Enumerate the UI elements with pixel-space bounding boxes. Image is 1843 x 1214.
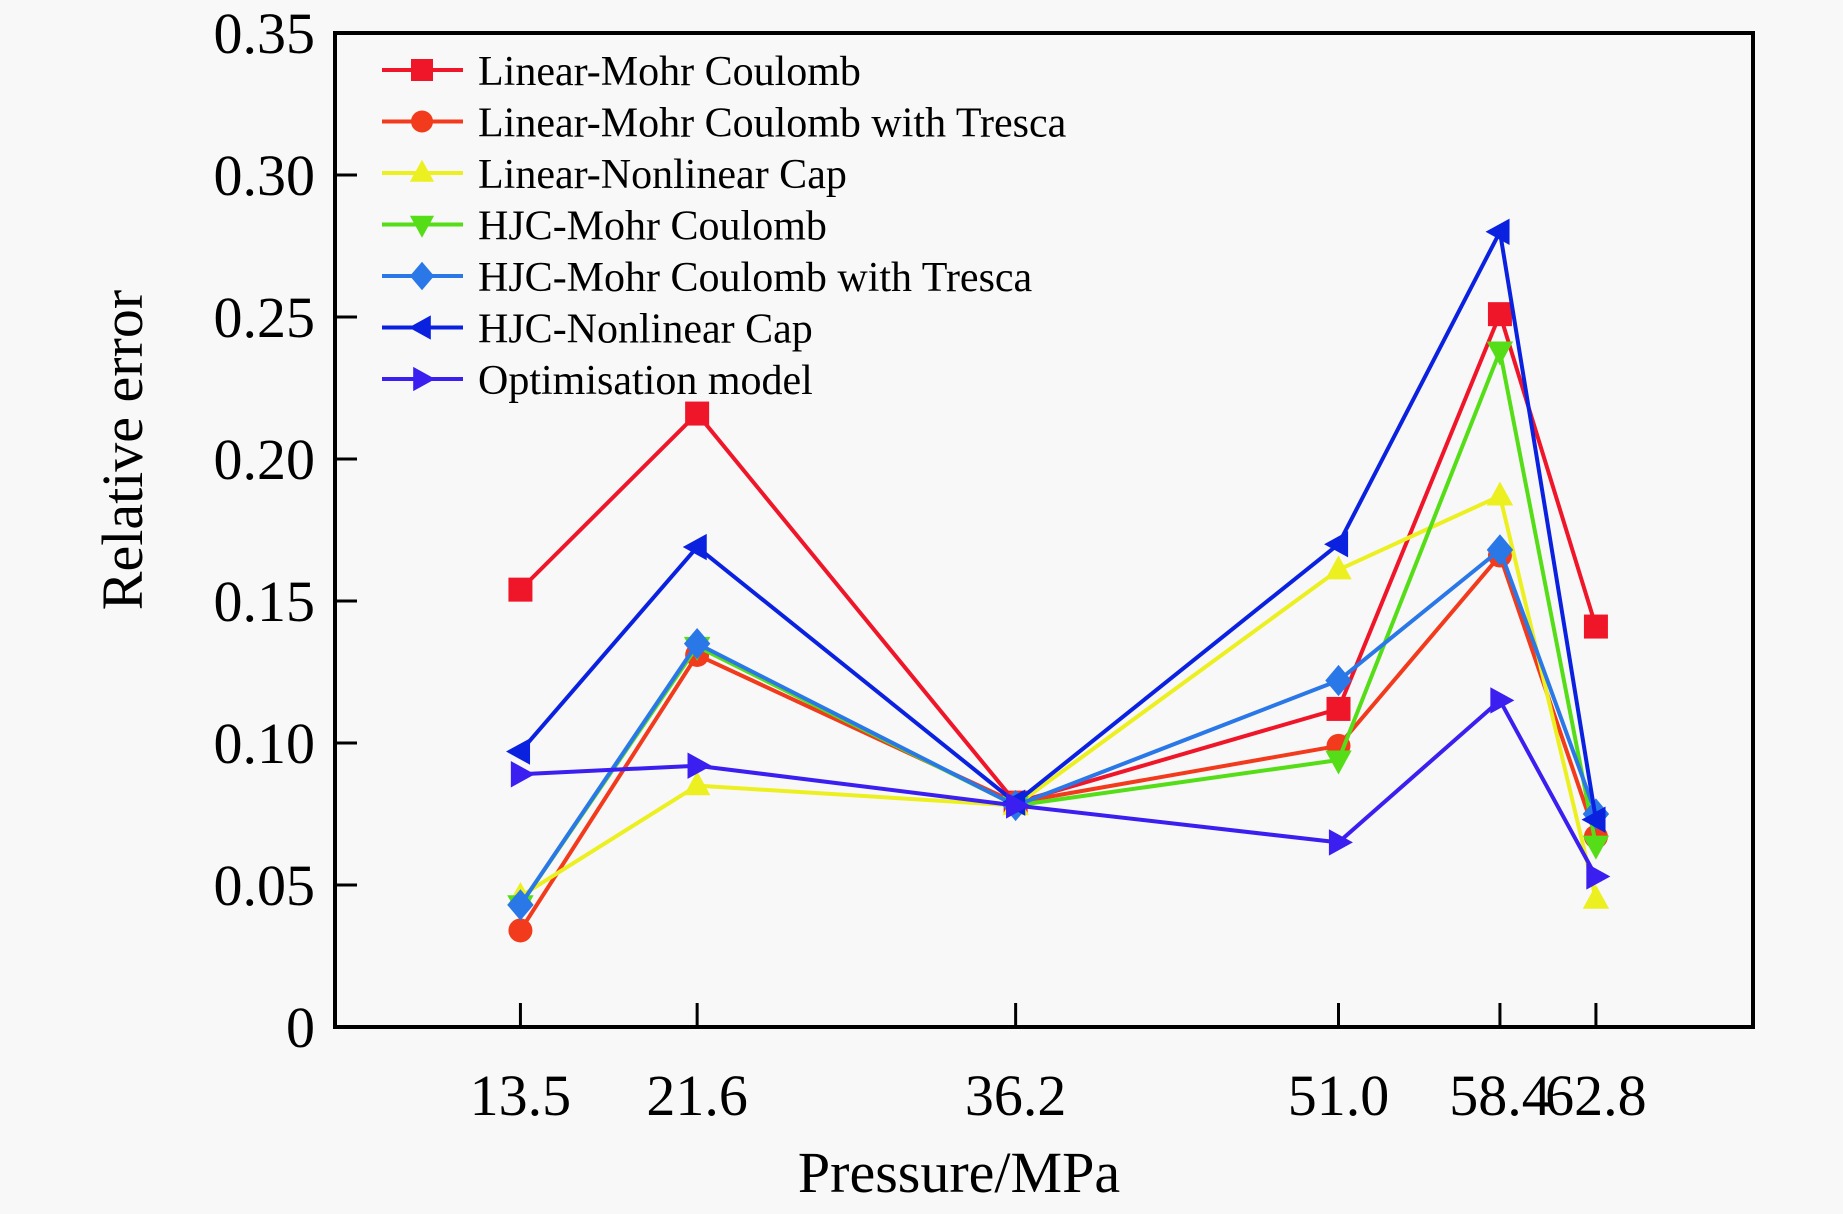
y-tick-label: 0.15 [214, 569, 316, 634]
y-tick-label: 0.30 [214, 143, 316, 208]
series-linear-mohr-coulomb [508, 302, 1608, 815]
legend-marker [409, 159, 435, 182]
legend-marker [411, 110, 433, 133]
series-line [518, 349, 1598, 907]
x-tick-label: 21.6 [646, 1063, 748, 1128]
series-hjc-mohr-coulomb [507, 341, 1610, 920]
legend-item: Linear-Nonlinear Cap [382, 152, 847, 198]
legend-label: HJC-Mohr Coulomb with Tresca [478, 255, 1033, 301]
x-tick-label: 62.8 [1545, 1063, 1647, 1128]
series-line [519, 312, 1598, 805]
series-line [518, 229, 1598, 821]
series-layer [506, 218, 1611, 943]
data-point [510, 761, 535, 788]
x-tick-label: 36.2 [965, 1063, 1067, 1128]
data-point [1326, 696, 1351, 721]
data-point [1325, 750, 1352, 775]
y-axis-title: Relative error [90, 290, 155, 610]
legend-item: HJC-Nonlinear Cap [382, 307, 813, 353]
data-point [687, 752, 712, 779]
data-point [1581, 806, 1606, 833]
series-line [518, 547, 1598, 907]
data-point [683, 771, 711, 796]
data-point [682, 533, 707, 561]
data-point [1325, 555, 1352, 580]
data-point [1486, 341, 1514, 366]
y-tick-label: 0 [286, 995, 315, 1060]
y-tick-label: 0.20 [214, 427, 316, 492]
x-tick-label: 58.4 [1449, 1063, 1551, 1128]
data-point [506, 738, 531, 765]
data-point [1582, 835, 1610, 860]
data-point [683, 628, 711, 660]
series-hjc-mohr-coulomb-with-tresca [507, 534, 1610, 921]
data-point [1328, 829, 1353, 856]
data-point [685, 401, 710, 426]
legend-label: Linear-Nonlinear Cap [478, 152, 847, 198]
data-point [1485, 218, 1510, 245]
legend-marker [408, 315, 431, 340]
y-axis: 0 0.05 0.10 0.15 0.20 0.25 0.30 0.35 [214, 1, 357, 1060]
y-tick-label: 0.25 [214, 285, 316, 350]
legend-item: Linear-Mohr Coulomb with Tresca [382, 101, 1067, 147]
data-point [1325, 664, 1352, 697]
legend-item: Linear-Mohr Coulomb [382, 49, 861, 95]
data-point [1586, 863, 1611, 890]
data-point [507, 889, 534, 921]
legend: Linear-Mohr Coulomb Linear-Mohr Coulomb w… [382, 49, 1067, 404]
legend-item: Optimisation model [382, 358, 813, 404]
legend-marker [409, 215, 435, 238]
legend-marker [409, 261, 435, 291]
series-linear-mohr-coulomb-with-tresca [508, 543, 1608, 943]
x-axis: 13.5 21.6 36.2 51.0 58.462.8 [470, 1003, 1647, 1128]
series-line [519, 493, 1598, 900]
x-tick-label: 13.5 [470, 1063, 572, 1128]
data-point [508, 577, 533, 602]
y-tick-label: 0.35 [214, 1, 316, 66]
legend-item: HJC-Mohr Coulomb with Tresca [382, 255, 1033, 301]
legend-item: HJC-Mohr Coulomb [382, 204, 827, 250]
legend-label: HJC-Nonlinear Cap [478, 307, 813, 353]
legend-marker [413, 366, 436, 392]
y-tick-label: 0.10 [214, 711, 316, 776]
x-axis-title: Pressure/MPa [798, 1140, 1120, 1205]
data-point [1582, 884, 1610, 909]
series-hjc-nonlinear-cap [506, 218, 1606, 833]
legend-label: HJC-Mohr Coulomb [478, 204, 827, 250]
x-tick-label: 51.0 [1288, 1063, 1390, 1128]
series-line [520, 698, 1598, 878]
data-point [1324, 531, 1349, 558]
series-line [518, 553, 1598, 932]
data-point [1006, 792, 1031, 819]
legend-label: Linear-Mohr Coulomb [478, 49, 861, 95]
data-point [1487, 302, 1512, 327]
legend-marker [411, 59, 433, 81]
data-point [1583, 614, 1608, 639]
legend-label: Linear-Mohr Coulomb with Tresca [478, 101, 1067, 147]
data-point [1486, 481, 1514, 506]
legend-label: Optimisation model [478, 358, 813, 404]
data-point [1486, 534, 1514, 566]
data-point [1490, 687, 1515, 714]
series-optimisation-model [510, 687, 1611, 890]
data-point [508, 918, 533, 943]
y-tick-label: 0.05 [214, 853, 316, 918]
plot-frame [333, 31, 1755, 1029]
